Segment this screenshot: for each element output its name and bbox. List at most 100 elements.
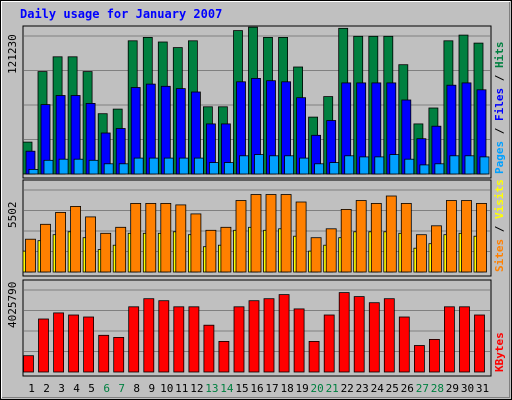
bar-sites-day-26	[400, 202, 412, 273]
legend-hits-pages-files: Pages / Files / Hits	[493, 42, 506, 175]
x-tick-label: 6	[103, 382, 110, 395]
bar-kbytes-day-27	[413, 345, 425, 373]
bar-sites-day-3	[55, 211, 66, 273]
bar-kbytes-day-7	[113, 336, 125, 373]
bar-sites-day-15	[235, 200, 247, 273]
x-tick-label: 30	[461, 382, 474, 395]
bar-pages-day-17	[269, 155, 279, 175]
bar-sites-day-17	[265, 194, 277, 273]
bar-kbytes-day-23	[353, 296, 365, 373]
x-tick-label: 14	[220, 382, 234, 395]
x-tick-labels: 1 2 3 4 5 6 7 8 9 10 11 12 13 14 15 16 17 18 19 20 21 22 23 24 2…	[28, 382, 489, 395]
bar-pages-day-6	[103, 163, 114, 175]
x-tick-label: 12	[190, 382, 203, 395]
x-tick-label: 24	[371, 382, 385, 395]
legend-entry: Sites	[493, 239, 506, 272]
bar-pages-day-18	[284, 155, 295, 175]
x-tick-label: 21	[326, 382, 339, 395]
bar-kbytes-day-25	[383, 298, 395, 373]
bar-sites-day-28	[430, 225, 442, 273]
legend-entry: /	[493, 219, 506, 239]
bar-kbytes-day-3	[53, 312, 64, 373]
series-pages	[28, 154, 490, 175]
x-tick-label: 10	[160, 382, 173, 395]
bar-sites-day-29	[445, 200, 457, 273]
bar-pages-day-31	[479, 156, 490, 175]
bar-pages-day-9	[148, 157, 159, 175]
bar-pages-day-19	[299, 157, 310, 175]
bar-kbytes-day-6	[98, 334, 110, 373]
bar-sites-day-9	[145, 202, 157, 273]
bar-kbytes-day-22	[338, 292, 350, 373]
bar-sites-day-13	[205, 229, 217, 273]
series-kbytes	[23, 292, 485, 373]
bar-pages-day-2	[43, 159, 54, 175]
bar-pages-day-30	[464, 155, 475, 175]
bar-kbytes-day-28	[428, 338, 440, 373]
bar-pages-day-5	[88, 159, 99, 175]
bar-kbytes-day-9	[143, 298, 155, 373]
bar-pages-day-16	[254, 154, 264, 175]
bar-pages-day-4	[73, 158, 84, 175]
bar-sites-day-18	[280, 194, 292, 273]
y-max-label: 121230	[6, 34, 19, 74]
bar-sites-day-22	[340, 208, 352, 273]
bar-kbytes-day-12	[188, 306, 200, 373]
bar-kbytes-day-31	[474, 314, 485, 373]
bar-pages-day-28	[434, 163, 445, 175]
x-tick-label: 2	[43, 382, 50, 395]
x-tick-label: 17	[265, 382, 278, 395]
x-tick-label: 22	[341, 382, 354, 395]
legend-entry: Files	[493, 88, 506, 121]
bar-pages-day-21	[329, 162, 340, 175]
bar-pages-day-23	[359, 156, 370, 175]
bar-kbytes-day-21	[323, 314, 335, 373]
bar-sites-day-2	[40, 223, 51, 273]
x-tick-label: 1	[28, 382, 35, 395]
x-tick-label: 18	[280, 382, 293, 395]
x-tick-label: 11	[175, 382, 188, 395]
bar-kbytes-day-1	[23, 355, 34, 373]
x-tick-label: 31	[476, 382, 489, 395]
panel-visits-sites: 5502 Sites / Visits	[6, 179, 506, 277]
bar-kbytes-day-30	[459, 306, 470, 373]
x-tick-label: 5	[88, 382, 95, 395]
x-tick-label: 23	[356, 382, 369, 395]
bar-sites-day-11	[175, 204, 187, 273]
panel-kbytes: 4025790 KBytes	[6, 279, 506, 377]
bar-kbytes-day-24	[368, 302, 380, 373]
bar-pages-day-27	[419, 164, 430, 175]
bar-kbytes-day-10	[158, 300, 170, 373]
legend-entry: Hits	[493, 42, 506, 69]
bar-sites-day-12	[190, 213, 202, 273]
chart-panels: 121230 Pages / Files / Hits 5502 Sites / Vi…	[6, 25, 506, 377]
bar-kbytes-day-29	[443, 306, 455, 373]
x-tick-label: 13	[205, 382, 218, 395]
bar-kbytes-day-4	[68, 314, 79, 373]
bar-sites-day-19	[295, 201, 307, 273]
bar-sites-day-6	[100, 232, 112, 273]
x-tick-label: 3	[58, 382, 65, 395]
bar-pages-day-20	[314, 163, 325, 175]
bar-pages-day-15	[239, 155, 249, 175]
bar-sites-day-10	[160, 202, 172, 273]
x-tick-label: 15	[235, 382, 248, 395]
legend-entry: Visits	[493, 179, 506, 219]
bar-kbytes-day-5	[83, 316, 94, 373]
bar-kbytes-day-16	[248, 300, 260, 373]
bar-pages-day-3	[58, 158, 69, 175]
bar-pages-day-14	[223, 162, 234, 175]
bar-kbytes-day-13	[203, 324, 215, 373]
legend-entry: /	[493, 68, 506, 88]
bar-kbytes-day-26	[398, 316, 410, 373]
bar-pages-day-25	[389, 154, 400, 175]
bar-sites-day-1	[25, 238, 36, 273]
bar-pages-day-29	[449, 155, 460, 175]
x-tick-label: 28	[431, 382, 444, 395]
bar-sites-day-27	[415, 234, 427, 273]
bar-sites-day-8	[130, 202, 142, 273]
bar-sites-day-7	[115, 226, 127, 273]
x-tick-label: 27	[416, 382, 429, 395]
series-files	[25, 78, 487, 175]
bar-pages-day-24	[374, 156, 385, 175]
